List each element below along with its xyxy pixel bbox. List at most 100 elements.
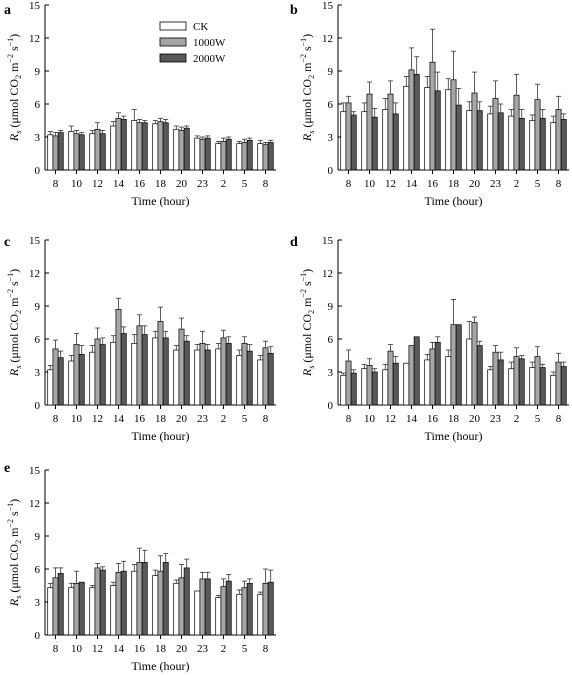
bar — [57, 357, 64, 406]
legend-label: 1000W — [193, 37, 226, 49]
y-tick-label: 3 — [35, 597, 41, 609]
x-tick-label: 23 — [197, 178, 209, 190]
x-tick-label: 23 — [197, 413, 209, 425]
bar — [371, 116, 378, 171]
bar — [183, 127, 190, 171]
bar — [403, 362, 410, 406]
bar — [78, 581, 85, 636]
y-axis-title: Rs (μmol CO2 m−2 s−1) — [6, 269, 23, 377]
bar — [225, 343, 232, 406]
x-tick-label: 2 — [221, 643, 227, 655]
y-tick-label: 12 — [29, 498, 40, 510]
bar — [236, 593, 243, 636]
bar — [257, 143, 264, 171]
x-tick-label: 8 — [263, 413, 269, 425]
bar — [73, 133, 80, 171]
x-tick-label: 16 — [134, 643, 146, 655]
bar — [262, 144, 269, 171]
bar — [152, 337, 159, 406]
bar — [487, 113, 494, 171]
bar — [115, 117, 122, 171]
x-tick-label: 14 — [406, 178, 418, 190]
y-tick-label: 9 — [35, 301, 41, 313]
bar — [115, 571, 122, 636]
x-axis-title: Time (hour) — [425, 429, 483, 443]
bar — [68, 131, 75, 171]
bar — [162, 122, 169, 171]
y-tick-label: 15 — [29, 465, 41, 477]
bar — [131, 120, 138, 171]
y-tick-label: 3 — [328, 367, 334, 379]
bar — [225, 580, 232, 636]
bar — [94, 567, 101, 636]
bar — [466, 338, 473, 406]
chart-panel-a: a 0 3 6 9 12 15 8 10 12 14 16 18 20 23 2 5 8 Time (hour) Rs… — [4, 0, 276, 208]
x-tick-label: 8 — [346, 413, 352, 425]
bar — [89, 587, 96, 636]
bar — [518, 358, 525, 406]
x-tick-label: 20 — [176, 178, 188, 190]
bar — [267, 352, 274, 406]
y-axis-title: Rs (μmol CO2 m−2 s−1) — [299, 34, 316, 142]
y-tick-label: 12 — [322, 268, 333, 280]
bar — [403, 86, 410, 171]
x-tick-label: 23 — [197, 643, 209, 655]
bar — [345, 360, 352, 406]
x-tick-label: 16 — [427, 178, 439, 190]
bar — [350, 114, 357, 171]
bar — [257, 359, 264, 406]
x-axis-title: Time (hour) — [132, 659, 190, 673]
x-tick-label: 8 — [263, 178, 269, 190]
x-tick-label: 20 — [176, 413, 188, 425]
bar — [345, 102, 352, 171]
bar — [178, 577, 185, 636]
bar — [215, 143, 222, 171]
x-tick-label: 10 — [364, 413, 376, 425]
bar — [52, 135, 59, 171]
x-tick-label: 23 — [490, 413, 502, 425]
bar — [340, 111, 347, 171]
x-tick-label: 16 — [427, 413, 439, 425]
bar — [136, 562, 143, 636]
bar — [220, 141, 227, 171]
bar — [429, 61, 436, 171]
bar — [236, 355, 243, 406]
bar — [476, 110, 483, 171]
bar — [497, 112, 504, 171]
bar — [445, 356, 452, 406]
bar — [47, 134, 54, 171]
x-tick-label: 16 — [134, 178, 146, 190]
x-axis-title: Time (hour) — [425, 194, 483, 208]
bar — [183, 340, 190, 406]
bar — [78, 134, 85, 171]
bar — [534, 356, 541, 406]
x-tick-label: 10 — [71, 413, 83, 425]
bar — [241, 142, 248, 171]
y-axis-title: Rs (μmol CO2 m−2 s−1) — [299, 269, 316, 377]
x-tick-label: 5 — [242, 178, 248, 190]
x-tick-label: 8 — [263, 643, 269, 655]
bar — [194, 349, 201, 406]
bar — [225, 138, 232, 171]
bar — [178, 130, 185, 171]
bar — [120, 333, 127, 406]
bar — [455, 104, 462, 171]
x-tick-label: 18 — [155, 643, 167, 655]
bar — [136, 122, 143, 171]
bar — [157, 321, 164, 406]
bar — [450, 79, 457, 171]
x-tick-label: 2 — [514, 413, 520, 425]
bar — [173, 582, 180, 636]
x-tick-label: 20 — [176, 643, 188, 655]
bar — [120, 119, 127, 171]
bar — [136, 325, 143, 406]
bar — [131, 570, 138, 636]
bar — [52, 348, 59, 406]
bar — [555, 361, 562, 406]
y-tick-label: 9 — [35, 531, 41, 543]
bar — [366, 365, 373, 406]
bar — [141, 334, 148, 406]
bar — [340, 374, 347, 406]
bar — [539, 117, 546, 171]
x-tick-label: 10 — [71, 178, 83, 190]
